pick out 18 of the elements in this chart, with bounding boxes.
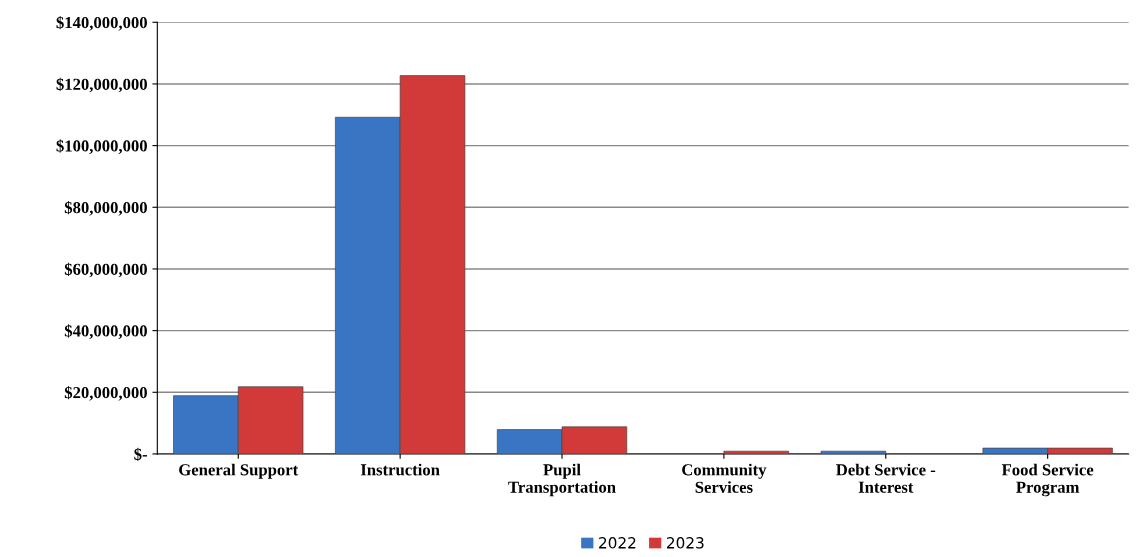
bar — [723, 450, 789, 454]
x-tick-label: Community Services — [682, 463, 767, 493]
x-tick-label: General Support — [179, 463, 299, 479]
y-tick-label: $40,000,000 — [64, 324, 147, 339]
x-tick-label: Instruction — [360, 463, 440, 476]
x-tick-label: Debt Service - Interest — [836, 463, 936, 493]
y-tick-label: $140,000,000 — [56, 15, 147, 31]
legend-label: 2023 — [667, 537, 704, 549]
y-tick-label: $100,000,000 — [56, 139, 147, 154]
y-tick-label: $80,000,000 — [64, 201, 147, 216]
legend-label: 2022 — [599, 537, 636, 549]
x-tick-label: Pupil Transportation — [508, 463, 616, 497]
x-tick-label: Food Service Program — [1001, 463, 1094, 497]
y-tick-label: $120,000,000 — [56, 77, 147, 93]
bar — [820, 450, 887, 454]
y-tick-label: $60,000,000 — [64, 262, 147, 278]
y-tick-label: $- — [134, 447, 147, 462]
y-tick-label: $20,000,000 — [64, 386, 147, 401]
